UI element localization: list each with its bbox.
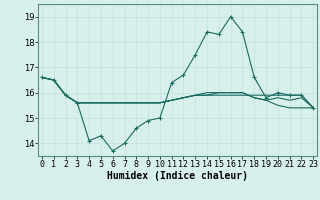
X-axis label: Humidex (Indice chaleur): Humidex (Indice chaleur) bbox=[107, 171, 248, 181]
